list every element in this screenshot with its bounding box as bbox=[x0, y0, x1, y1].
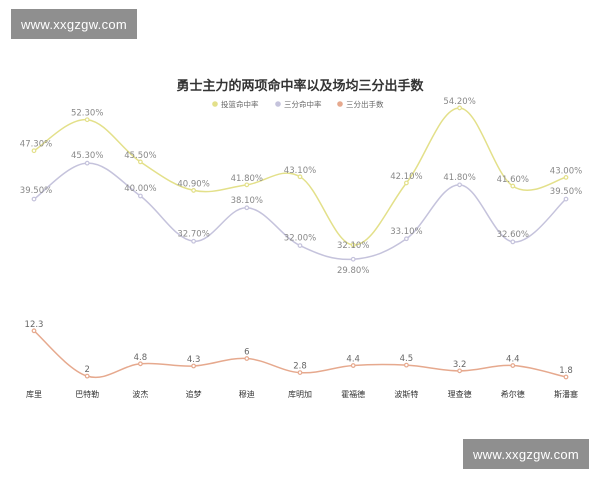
chart-title: 勇士主力的两项命中率以及场均三分出手数 bbox=[176, 78, 424, 94]
data-point-s1-3 bbox=[137, 159, 143, 165]
x-tick-label-1: 库里 bbox=[26, 389, 42, 399]
legend-label-2: 三分命中率 bbox=[284, 99, 322, 109]
data-label-s2-10: 32.60% bbox=[497, 230, 529, 240]
data-point-s2-5 bbox=[244, 205, 250, 211]
data-label-s1-6: 43.10% bbox=[284, 166, 316, 176]
data-label-s2-1: 39.50% bbox=[20, 186, 52, 196]
data-point-s3-11 bbox=[563, 374, 569, 380]
data-label-s1-11: 43.00% bbox=[550, 166, 582, 176]
data-point-s2-1 bbox=[31, 196, 37, 202]
data-point-s3-6 bbox=[297, 370, 303, 376]
x-tick-label-8: 波斯特 bbox=[394, 389, 418, 399]
x-tick-label-7: 霍福德 bbox=[341, 389, 365, 399]
data-label-s1-7: 32.10% bbox=[337, 241, 369, 251]
legend-marker-2 bbox=[275, 101, 281, 107]
data-label-s3-3: 4.8 bbox=[134, 353, 148, 363]
data-label-s1-10: 41.60% bbox=[497, 175, 529, 185]
data-point-s2-8 bbox=[404, 236, 409, 242]
data-point-s3-7 bbox=[350, 363, 356, 368]
data-label-s3-10: 4.4 bbox=[506, 355, 520, 365]
x-tick-label-11: 斯潘塞 bbox=[554, 389, 578, 399]
data-point-s3-10 bbox=[510, 363, 516, 368]
x-tick-label-10: 希尔德 bbox=[501, 389, 525, 399]
data-label-s1-9: 54.20% bbox=[443, 97, 475, 107]
series-points bbox=[31, 105, 569, 380]
data-point-s2-4 bbox=[191, 238, 197, 244]
data-label-s3-8: 4.5 bbox=[400, 354, 414, 364]
data-point-s2-6 bbox=[297, 243, 303, 249]
data-label-s3-9: 3.2 bbox=[453, 360, 467, 370]
x-tick-label-2: 巴特勒 bbox=[75, 389, 99, 399]
data-label-s2-3: 40.00% bbox=[124, 184, 156, 194]
data-point-s1-2 bbox=[84, 117, 90, 123]
data-point-s3-9 bbox=[457, 368, 463, 374]
data-label-s3-5: 6 bbox=[244, 348, 249, 358]
data-point-s2-2 bbox=[84, 160, 90, 166]
data-label-s1-5: 41.80% bbox=[231, 174, 263, 184]
data-label-s2-5: 38.10% bbox=[231, 196, 263, 206]
data-label-s3-11: 1.8 bbox=[559, 366, 573, 376]
data-label-s3-7: 4.4 bbox=[346, 355, 360, 365]
data-point-s1-8 bbox=[404, 180, 409, 186]
data-point-s3-2 bbox=[84, 373, 90, 379]
data-point-s2-7 bbox=[350, 256, 356, 262]
data-label-s2-6: 32.00% bbox=[284, 234, 316, 244]
data-label-s1-1: 47.30% bbox=[20, 140, 52, 150]
data-label-s2-2: 45.30% bbox=[71, 151, 103, 161]
watermark-bottom: www.xxgzgw.com bbox=[463, 439, 589, 469]
watermark-top: www.xxgzgw.com bbox=[11, 9, 137, 39]
data-point-s3-3 bbox=[137, 361, 143, 367]
x-axis: 库里 巴特勒 波杰 追梦 穆迪 库明加 霍福德 波斯特 理查德 希尔德 斯潘塞 bbox=[26, 389, 578, 399]
data-label-s1-2: 52.30% bbox=[71, 109, 103, 119]
legend-marker-1 bbox=[212, 101, 218, 107]
data-label-s2-8: 33.10% bbox=[390, 227, 422, 237]
data-labels: 47.30% 52.30% 45.50% 40.90% 41.80% 43.10% 32.1… bbox=[20, 97, 582, 376]
data-point-s1-1 bbox=[31, 148, 37, 154]
x-tick-label-6: 库明加 bbox=[288, 389, 312, 399]
chart-legend: 投篮命中率 三分命中率 三分出手数 bbox=[212, 99, 384, 109]
data-point-s3-8 bbox=[404, 362, 409, 368]
data-label-s3-2: 2 bbox=[84, 365, 89, 375]
data-label-s1-4: 40.90% bbox=[177, 179, 209, 189]
data-point-s3-1 bbox=[31, 328, 37, 334]
data-point-s1-10 bbox=[510, 183, 516, 189]
data-point-s2-11 bbox=[563, 196, 569, 202]
legend-marker-3 bbox=[337, 101, 343, 107]
legend-label-1: 投篮命中率 bbox=[221, 99, 259, 109]
data-point-s2-9 bbox=[457, 182, 463, 188]
data-label-s2-9: 41.80% bbox=[443, 173, 475, 183]
data-point-s3-5 bbox=[244, 356, 250, 361]
data-label-s2-11: 39.50% bbox=[550, 187, 582, 197]
x-tick-label-3: 波杰 bbox=[132, 389, 148, 399]
series-line-1 bbox=[33, 107, 567, 246]
data-label-s1-3: 45.50% bbox=[124, 151, 156, 161]
data-point-s2-10 bbox=[510, 239, 516, 245]
data-label-s1-8: 42.10% bbox=[390, 172, 422, 182]
data-label-s3-1: 12.3 bbox=[25, 320, 44, 330]
x-tick-label-9: 理查德 bbox=[448, 389, 472, 399]
x-tick-label-4: 追梦 bbox=[186, 389, 202, 399]
data-label-s2-7: 29.80% bbox=[337, 266, 369, 276]
data-point-s1-6 bbox=[297, 174, 303, 180]
data-point-s1-5 bbox=[244, 182, 250, 188]
data-label-s3-4: 4.3 bbox=[187, 355, 201, 365]
data-point-s1-4 bbox=[191, 188, 197, 193]
data-point-s1-11 bbox=[563, 174, 569, 180]
data-point-s2-3 bbox=[137, 193, 143, 199]
x-tick-label-5: 穆迪 bbox=[239, 389, 255, 399]
data-label-s3-6: 2.8 bbox=[293, 362, 307, 372]
data-point-s3-4 bbox=[191, 363, 197, 369]
data-label-s2-4: 32.70% bbox=[177, 229, 209, 239]
data-point-s1-9 bbox=[457, 105, 463, 111]
legend-label-3: 三分出手数 bbox=[346, 99, 384, 109]
data-point-s1-7 bbox=[350, 242, 356, 248]
